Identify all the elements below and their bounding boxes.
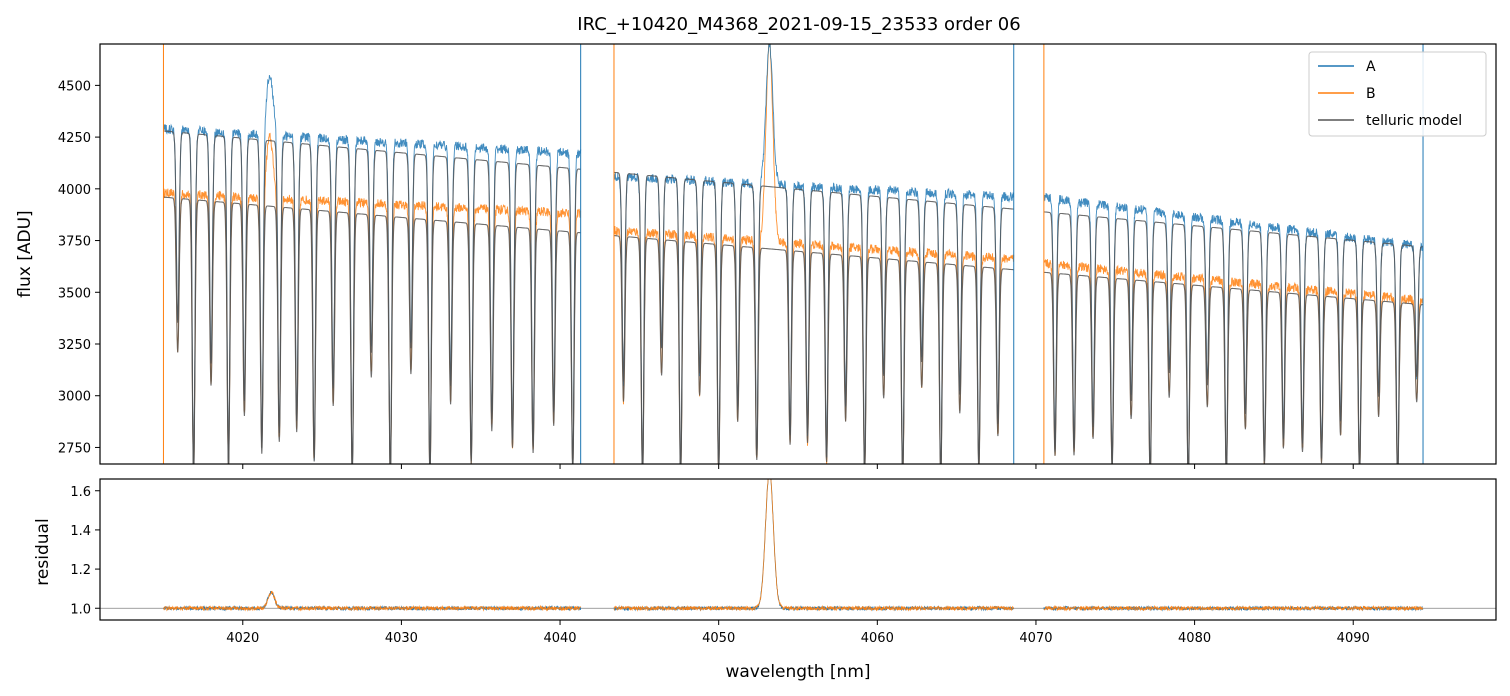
x-axis: 4020 4030 4040 4050 4060 4070 4080 4090 — [226, 620, 1370, 646]
bottom-y-axis: 1.0 1.2 1.4 1.6 — [70, 485, 100, 617]
x-tick-label: 4090 — [1337, 631, 1370, 646]
top-y-tick-label: 3000 — [58, 390, 91, 405]
residual-b-segment-3 — [1043, 604, 1424, 612]
x-tick-label: 4030 — [385, 631, 418, 646]
bottom-y-tick-label: 1.4 — [70, 524, 91, 539]
legend: A B telluric model — [1308, 51, 1487, 137]
bottom-y-axis-label: residual — [33, 518, 53, 585]
x-tick-label: 4080 — [1178, 631, 1211, 646]
model-a-segment-2 — [613, 171, 1014, 464]
residual-b-segment-2 — [613, 479, 1015, 612]
top-y-axis-label: flux [ADU] — [15, 210, 35, 297]
x-tick-label: 4020 — [226, 631, 259, 646]
model-a-segment-1 — [163, 130, 581, 464]
x-tick-label: 4070 — [1019, 631, 1052, 646]
legend-label-model: telluric model — [1366, 113, 1462, 129]
top-y-tick-label: 3750 — [58, 235, 91, 250]
series-b-segment-3 — [1043, 258, 1424, 464]
legend-frame — [1308, 51, 1487, 137]
model-b-segment-2 — [614, 235, 1014, 464]
top-x-ticks — [242, 464, 1354, 469]
x-tick-label: 4040 — [543, 631, 576, 646]
series-b-segment-2 — [613, 44, 1015, 464]
residual-b-segment-1 — [163, 590, 581, 612]
top-y-axis: 2750 3000 3250 3500 3750 4000 4250 4500 — [58, 79, 100, 456]
top-y-tick-label: 4250 — [58, 131, 91, 146]
legend-label-b: B — [1366, 86, 1376, 102]
bottom-y-tick-label: 1.0 — [70, 602, 91, 617]
bottom-panel: 1.0 1.2 1.4 1.6 4020 4030 4040 4050 4060 4070 408… — [33, 478, 1497, 646]
x-tick-label: 4060 — [861, 631, 894, 646]
bottom-panel-frame — [99, 478, 1497, 621]
top-panel: 2750 3000 3250 3500 3750 4000 4250 4500 flux [A… — [15, 43, 1497, 469]
chart-title: IRC_+10420_M4368_2021-09-15_23533 order … — [577, 14, 1020, 35]
top-panel-series — [162, 44, 1424, 464]
series-a-segment-3 — [1043, 192, 1424, 464]
top-y-tick-label: 4500 — [58, 79, 91, 94]
model-b-segment-3 — [1043, 271, 1423, 464]
model-a-segment-3 — [1043, 211, 1424, 464]
bottom-y-tick-label: 1.6 — [70, 485, 91, 500]
top-y-tick-label: 4000 — [58, 183, 91, 198]
bottom-panel-series — [100, 479, 1496, 612]
top-panel-frame — [99, 43, 1497, 465]
top-y-tick-label: 2750 — [58, 441, 91, 456]
x-axis-label: wavelength [nm] — [725, 662, 870, 682]
top-y-tick-label: 3250 — [58, 338, 91, 353]
legend-label-a: A — [1366, 59, 1376, 75]
top-y-tick-label: 3500 — [58, 286, 91, 301]
residual-a-segment-2 — [613, 479, 1015, 612]
x-tick-label: 4050 — [702, 631, 735, 646]
series-a-segment-2 — [613, 44, 1015, 464]
model-b-segment-1 — [163, 196, 581, 464]
bottom-y-tick-label: 1.2 — [70, 563, 91, 578]
